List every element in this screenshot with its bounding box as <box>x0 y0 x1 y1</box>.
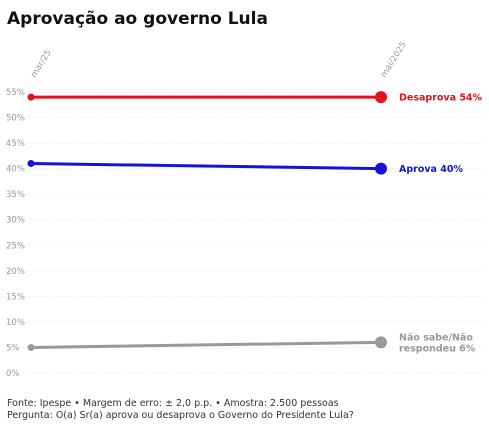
series-end-label: Não sabe/Não <box>399 332 473 343</box>
line-chart: 0% 5% 10% 15% 20% 25% 30% 35% 40% 45% 50% 55% mar/25… <box>5 40 483 379</box>
chart-title: Aprovação ao governo Lula <box>7 9 268 29</box>
series-end-label-line2: respondeu 6% <box>399 343 476 354</box>
x-tick-label: mar/25 <box>29 48 54 79</box>
y-tick-label: 55% <box>6 88 25 98</box>
data-point-end <box>375 91 387 104</box>
y-tick-label: 45% <box>6 139 25 149</box>
y-tick-label: 35% <box>6 190 25 200</box>
chart-footer: Fonte: Ipespe • Margem de erro: ± 2,0 p.… <box>7 398 354 422</box>
x-tick-label: mai/2025 <box>379 40 409 80</box>
y-tick-label: 30% <box>6 216 25 226</box>
y-tick-label: 0% <box>6 369 20 379</box>
y-tick-label: 5% <box>6 343 20 353</box>
data-point-end <box>375 162 387 175</box>
question-note: Pergunta: O(a) Sr(a) aprova ou desaprova… <box>7 410 354 421</box>
y-tick-label: 10% <box>6 318 25 328</box>
series-end-label: Desaprova 54% <box>399 93 483 104</box>
y-tick-label: 20% <box>6 267 25 277</box>
data-point-end <box>375 336 387 349</box>
y-tick-label: 25% <box>6 241 25 251</box>
y-tick-label: 15% <box>6 292 25 302</box>
source-note: Fonte: Ipespe • Margem de erro: ± 2,0 p.… <box>7 398 339 409</box>
y-tick-label: 40% <box>6 165 25 175</box>
data-point <box>27 160 35 168</box>
series-end-label: Aprova 40% <box>399 164 463 175</box>
data-point <box>27 93 35 101</box>
series-line <box>29 340 383 349</box>
y-tick-label: 50% <box>6 114 25 124</box>
data-point <box>27 343 35 351</box>
series-line <box>29 162 383 171</box>
